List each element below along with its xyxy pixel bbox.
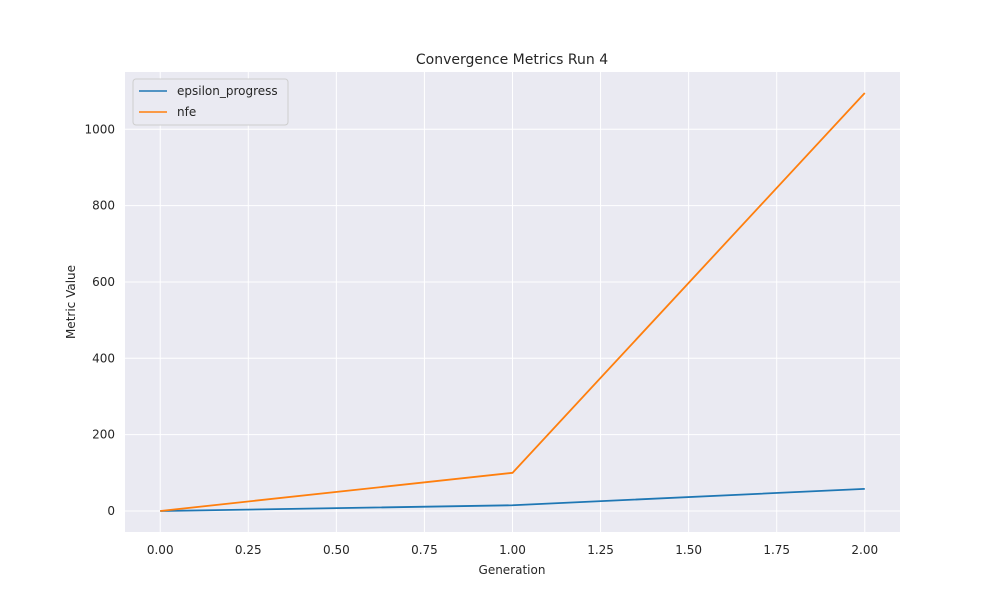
legend-label-nfe: nfe <box>177 105 196 119</box>
x-axis-label: Generation <box>479 563 546 577</box>
series-line-epsilon-progress <box>160 487 865 512</box>
y-tick-labels: 0 200 400 600 800 1000 <box>84 122 115 518</box>
series-line-nfe <box>160 92 866 512</box>
x-tick-label: 2.00 <box>851 543 878 557</box>
y-tick-label: 0 <box>107 504 115 518</box>
legend: epsilon_progress nfe <box>132 78 289 126</box>
grid <box>125 72 900 532</box>
chart-title: Convergence Metrics Run 4 <box>416 52 608 68</box>
x-tick-label: 0.75 <box>411 543 438 557</box>
x-tick-label: 0.50 <box>323 543 350 557</box>
x-tick-label: 1.75 <box>763 543 790 557</box>
y-tick-label: 800 <box>92 199 115 213</box>
y-tick-label: 600 <box>92 275 115 289</box>
x-tick-label: 0.25 <box>235 543 262 557</box>
legend-label-epsilon-progress: epsilon_progress <box>177 84 278 98</box>
y-tick-label: 200 <box>92 428 115 442</box>
x-tick-label: 1.00 <box>499 543 526 557</box>
y-tick-label: 1000 <box>84 122 115 136</box>
x-tick-label: 1.25 <box>587 543 614 557</box>
legend-box <box>132 78 289 126</box>
x-tick-label: 0.00 <box>147 543 174 557</box>
x-tick-label: 1.50 <box>675 543 702 557</box>
x-tick-labels: 0.00 0.25 0.50 0.75 1.00 1.25 1.50 1.75 2.00 <box>147 543 878 557</box>
series-lines <box>160 92 866 512</box>
y-axis-label: Metric Value <box>64 265 78 339</box>
y-tick-label: 400 <box>92 351 115 365</box>
